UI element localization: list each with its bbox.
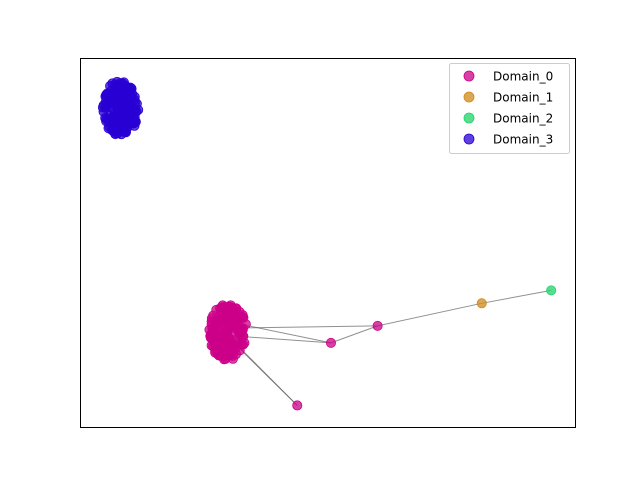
legend-marker-domain-3 <box>463 133 475 145</box>
domain-0-point <box>218 349 229 360</box>
domain-3-point <box>121 127 132 138</box>
domain-0-point <box>292 400 303 411</box>
legend-box <box>449 63 570 154</box>
point-layer <box>97 76 557 411</box>
domain-0-point <box>237 310 248 321</box>
legend-marker-domain-1 <box>463 91 475 103</box>
domain-3-point <box>126 92 137 103</box>
domain-0-point <box>222 325 233 336</box>
domain-3-point <box>106 114 117 125</box>
legend-label-domain-1: Domain_1 <box>493 91 553 105</box>
edge-line <box>481 289 552 304</box>
legend-marker-domain-0 <box>463 70 475 82</box>
domain-0-point <box>227 347 238 358</box>
domain-0-point <box>372 320 383 331</box>
edge-line <box>227 325 378 329</box>
domain-3-point <box>115 110 126 121</box>
edge-line <box>377 302 482 327</box>
legend-label-domain-3: Domain_3 <box>493 133 553 147</box>
domain-0-point <box>238 330 249 341</box>
domain-2-point <box>546 285 557 296</box>
edge-line <box>233 342 298 406</box>
domain-0-point <box>240 319 251 330</box>
domain-0-point <box>220 312 231 323</box>
legend-marker-domain-2 <box>463 112 475 124</box>
domain-3-point <box>110 129 121 140</box>
legend-label-domain-0: Domain_0 <box>493 70 553 84</box>
domain-0-point <box>212 316 223 327</box>
legend: Domain_0 Domain_1 Domain_2 Domain_3 <box>449 63 570 154</box>
domain-3-point <box>130 117 141 128</box>
domain-3-point <box>129 105 140 116</box>
plot-frame <box>80 58 576 428</box>
domain-0-point <box>325 337 336 348</box>
legend-label-domain-2: Domain_2 <box>493 112 553 126</box>
domain-3-point <box>113 81 124 92</box>
domain-0-point <box>222 301 233 312</box>
edge-line <box>330 325 378 344</box>
edge-line <box>241 323 332 344</box>
domain-1-point <box>476 298 487 309</box>
domain-3-point <box>105 96 116 107</box>
domain-0-point <box>209 330 220 341</box>
